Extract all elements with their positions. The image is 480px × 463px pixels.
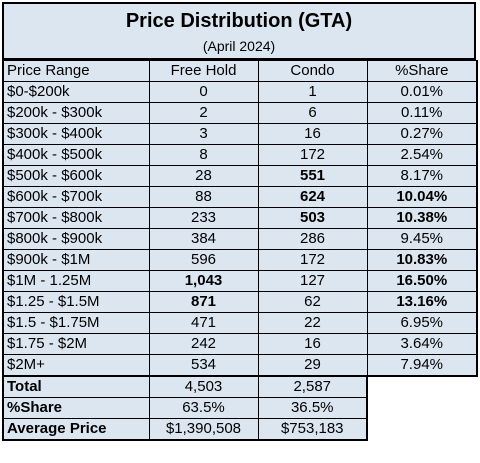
share-cell: 6.95% [366, 312, 478, 334]
price-range-cell: $2M+ [2, 354, 150, 377]
share-cell: 0.01% [366, 81, 478, 103]
condo-cell: 22 [257, 312, 368, 334]
condo-cell: 16 [257, 333, 368, 355]
price-range-cell: $500k - $600k [2, 165, 150, 187]
condo-cell: 6 [257, 102, 368, 124]
summary-free-hold-cell: 63.5% [148, 397, 259, 419]
table-row: $1M - 1.25M 1,043 127 16.50% [2, 270, 478, 292]
free-hold-cell: 596 [148, 249, 259, 271]
table-title: Price Distribution (GTA) [125, 10, 353, 32]
price-range-cell: $1.25 - $1.5M [2, 291, 150, 313]
share-cell: 9.45% [366, 228, 478, 250]
free-hold-cell: 233 [148, 207, 259, 229]
free-hold-cell: 471 [148, 312, 259, 334]
free-hold-cell: 384 [148, 228, 259, 250]
title-box: Price Distribution (GTA) (April 2024) [2, 2, 476, 60]
share-cell: 2.54% [366, 144, 478, 166]
free-hold-cell: 88 [148, 186, 259, 208]
price-range-cell: $900k - $1M [2, 249, 150, 271]
summary-row: %Share 63.5% 36.5% [2, 397, 477, 419]
free-hold-cell: 0 [148, 81, 259, 103]
empty-cell [367, 418, 477, 440]
share-cell: 10.83% [366, 249, 478, 271]
share-cell: 13.16% [366, 291, 478, 313]
header-share: %Share [366, 60, 478, 82]
header-price-range: Price Range [2, 60, 150, 82]
share-cell: 16.50% [366, 270, 478, 292]
condo-cell: 503 [257, 207, 368, 229]
price-range-cell: $200k - $300k [2, 102, 150, 124]
price-range-cell: $300k - $400k [2, 123, 150, 145]
share-cell: 10.04% [366, 186, 478, 208]
table-row: $500k - $600k 28 551 8.17% [2, 165, 478, 187]
summary-row: Average Price $1,390,508 $753,183 [2, 418, 477, 441]
table-row: $2M+ 534 29 7.94% [2, 354, 478, 377]
table-row: $400k - $500k 8 172 2.54% [2, 144, 478, 166]
table-row: $800k - $900k 384 286 9.45% [2, 228, 478, 250]
summary-label-cell: Total [2, 375, 150, 398]
free-hold-cell: 534 [148, 354, 259, 377]
table-subtitle: (April 2024) [202, 38, 276, 54]
share-cell: 7.94% [366, 354, 478, 377]
summary-label-cell: %Share [2, 397, 150, 419]
price-distribution-table: Price Range Free Hold Condo %Share $0-$2… [2, 60, 478, 441]
empty-cell [367, 376, 477, 398]
summary-condo-cell: 2,587 [257, 375, 368, 398]
condo-cell: 624 [257, 186, 368, 208]
free-hold-cell: 1,043 [148, 270, 259, 292]
summary-free-hold-cell: $1,390,508 [148, 418, 259, 441]
condo-cell: 172 [257, 249, 368, 271]
price-range-cell: $1M - 1.25M [2, 270, 150, 292]
share-cell: 8.17% [366, 165, 478, 187]
header-condo: Condo [257, 60, 368, 82]
share-cell: 0.11% [366, 102, 478, 124]
table-row: $1.75 - $2M 242 16 3.64% [2, 333, 478, 355]
price-range-cell: $1.5 - $1.75M [2, 312, 150, 334]
empty-cell [367, 397, 477, 419]
table-row: $600k - $700k 88 624 10.04% [2, 186, 478, 208]
summary-label-cell: Average Price [2, 418, 150, 441]
table-row: $0-$200k 0 1 0.01% [2, 81, 478, 103]
table-row: $700k - $800k 233 503 10.38% [2, 207, 478, 229]
price-range-cell: $0-$200k [2, 81, 150, 103]
free-hold-cell: 871 [148, 291, 259, 313]
price-range-cell: $400k - $500k [2, 144, 150, 166]
table-row: $200k - $300k 2 6 0.11% [2, 102, 478, 124]
condo-cell: 1 [257, 81, 368, 103]
summary-condo-cell: 36.5% [257, 397, 368, 419]
table-row: $1.25 - $1.5M 871 62 13.16% [2, 291, 478, 313]
free-hold-cell: 28 [148, 165, 259, 187]
condo-cell: 551 [257, 165, 368, 187]
condo-cell: 62 [257, 291, 368, 313]
free-hold-cell: 8 [148, 144, 259, 166]
summary-free-hold-cell: 4,503 [148, 375, 259, 398]
free-hold-cell: 242 [148, 333, 259, 355]
summary-row: Total 4,503 2,587 [2, 375, 477, 398]
share-cell: 10.38% [366, 207, 478, 229]
share-cell: 0.27% [366, 123, 478, 145]
price-range-cell: $800k - $900k [2, 228, 150, 250]
condo-cell: 172 [257, 144, 368, 166]
condo-cell: 16 [257, 123, 368, 145]
condo-cell: 29 [257, 354, 368, 377]
free-hold-cell: 3 [148, 123, 259, 145]
price-range-cell: $700k - $800k [2, 207, 150, 229]
table-row: $900k - $1M 596 172 10.83% [2, 249, 478, 271]
condo-cell: 127 [257, 270, 368, 292]
share-cell: 3.64% [366, 333, 478, 355]
table-row: $1.5 - $1.75M 471 22 6.95% [2, 312, 478, 334]
price-range-cell: $1.75 - $2M [2, 333, 150, 355]
free-hold-cell: 2 [148, 102, 259, 124]
condo-cell: 286 [257, 228, 368, 250]
header-free-hold: Free Hold [148, 60, 259, 82]
price-range-cell: $600k - $700k [2, 186, 150, 208]
header-row: Price Range Free Hold Condo %Share [2, 60, 478, 82]
table-row: $300k - $400k 3 16 0.27% [2, 123, 478, 145]
summary-condo-cell: $753,183 [257, 418, 368, 441]
